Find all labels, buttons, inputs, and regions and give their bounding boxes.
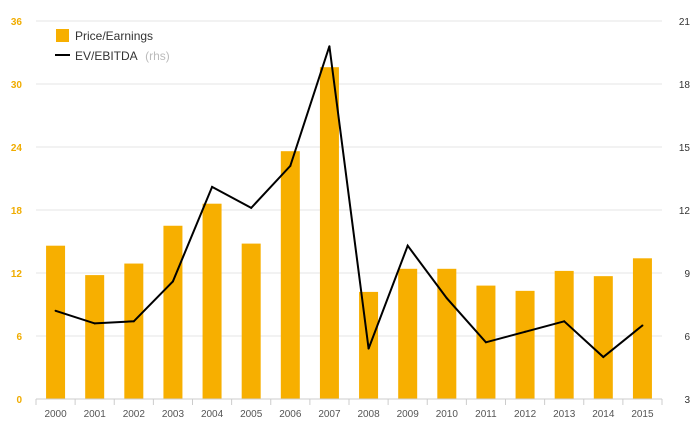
line-point <box>524 330 527 333</box>
left-tick-label: 30 <box>11 80 23 91</box>
right-tick-label: 6 <box>684 332 690 343</box>
line-point <box>406 244 409 247</box>
legend-label-line: EV/EBITDA <box>75 49 138 63</box>
bar <box>398 268 418 399</box>
line-point <box>250 206 253 209</box>
bar <box>46 245 66 399</box>
x-tick-label: 2000 <box>44 409 67 420</box>
x-tick-label: 2010 <box>436 409 459 420</box>
bar <box>280 151 300 399</box>
line-series <box>54 45 644 359</box>
x-tick-label: 2005 <box>240 409 263 420</box>
bar-series <box>46 67 652 399</box>
x-tick-label: 2011 <box>475 409 497 420</box>
right-tick-label: 12 <box>679 206 691 217</box>
left-tick-label: 36 <box>11 17 23 28</box>
bar <box>202 203 222 399</box>
bar <box>515 290 535 399</box>
ev-ebitda-line <box>55 45 644 359</box>
line-point <box>171 280 174 283</box>
x-tick-label: 2014 <box>592 409 615 420</box>
bar <box>85 275 105 399</box>
right-tick-label: 18 <box>679 80 691 91</box>
right-axis-ticks: 3 6 9 12 15 18 21 <box>679 17 691 406</box>
line-point <box>602 356 605 358</box>
line-point <box>289 164 292 167</box>
bar <box>163 225 183 399</box>
bar <box>124 263 144 399</box>
x-tick-label: 2008 <box>357 409 380 420</box>
right-tick-label: 9 <box>684 269 690 280</box>
x-tick-label: 2009 <box>397 409 420 420</box>
line-point <box>367 347 370 350</box>
bar <box>241 243 261 399</box>
right-tick-label: 3 <box>684 395 690 406</box>
x-tick-label: 2006 <box>279 409 302 420</box>
right-tick-label: 21 <box>679 17 691 28</box>
x-tick-label: 2001 <box>84 409 107 420</box>
legend-label-line-note: (rhs) <box>145 49 170 63</box>
line-point <box>132 320 135 323</box>
left-axis-ticks: 0 6 12 18 24 30 36 <box>11 17 23 406</box>
line-point <box>211 185 214 188</box>
x-tick-label: 2002 <box>123 409 146 420</box>
bar <box>437 268 457 399</box>
legend: Price/Earnings EV/EBITDA (rhs) <box>55 29 170 64</box>
bar <box>319 67 339 399</box>
legend-label-bar: Price/Earnings <box>75 29 153 43</box>
line-point <box>93 322 96 325</box>
bar <box>593 276 613 399</box>
left-tick-label: 18 <box>11 206 23 217</box>
x-axis-ticks: 2000 2001 2002 2003 2004 2005 2006 2007 2008 2009… <box>44 409 654 420</box>
legend-swatch-bar <box>56 29 69 42</box>
bar <box>632 258 652 399</box>
line-point <box>54 309 57 312</box>
x-tick-label: 2003 <box>162 409 185 420</box>
line-point <box>328 45 331 48</box>
line-point <box>563 320 566 323</box>
line-point <box>445 297 448 300</box>
left-tick-label: 24 <box>11 143 23 154</box>
x-tick-label: 2004 <box>201 409 224 420</box>
line-point <box>484 341 487 344</box>
left-tick-label: 12 <box>11 269 23 280</box>
x-axis <box>35 398 663 405</box>
x-tick-label: 2015 <box>631 409 654 420</box>
bar <box>554 270 574 399</box>
legend-label-line-wrap: EV/EBITDA (rhs) <box>75 47 170 64</box>
x-tick-label: 2012 <box>514 409 537 420</box>
right-tick-label: 15 <box>679 143 691 154</box>
line-point <box>641 324 644 327</box>
left-tick-label: 0 <box>16 395 22 406</box>
x-tick-label: 2007 <box>318 409 341 420</box>
left-tick-label: 6 <box>16 332 22 343</box>
x-tick-label: 2013 <box>553 409 576 420</box>
